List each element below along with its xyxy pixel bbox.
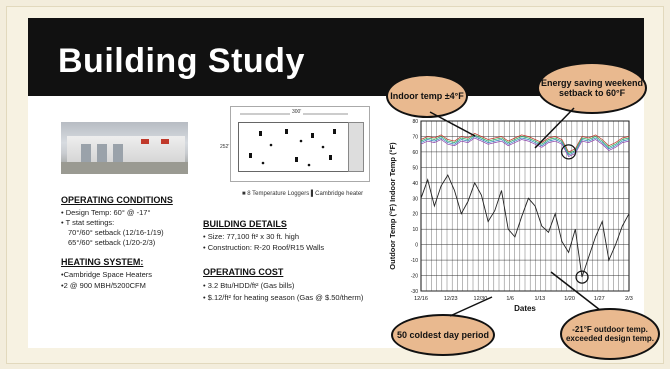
building-photo bbox=[61, 122, 188, 174]
floor-plan-building bbox=[238, 122, 350, 172]
x-tick-label: 1/20 bbox=[564, 296, 575, 302]
x-tick-label: 12/30 bbox=[474, 296, 488, 302]
width-label: 300' bbox=[290, 109, 304, 115]
heating-system-line: •Cambridge Space Heaters bbox=[61, 270, 153, 279]
logger-markers bbox=[249, 129, 336, 167]
series-line bbox=[420, 137, 630, 157]
x-tick-label: 1/27 bbox=[594, 296, 605, 302]
x-tick-label: 12/23 bbox=[444, 296, 458, 302]
x-tick-label: 1/13 bbox=[534, 296, 545, 302]
y-tick-label: 80 bbox=[412, 119, 418, 125]
slide-title: Building Study bbox=[58, 42, 305, 80]
sign-mark bbox=[161, 139, 169, 144]
building-door bbox=[113, 144, 123, 162]
y-tick-label: 40 bbox=[412, 181, 418, 187]
operating-conditions-line: • Design Temp: 60° @ -17° bbox=[61, 208, 151, 217]
building-details-line: • Size: 77,100 ft² x 30 ft. high bbox=[203, 232, 300, 241]
series-line bbox=[420, 134, 630, 154]
parking-lot bbox=[61, 162, 188, 174]
floor-plan-legend: ■ 8 Temperature Loggers ▌Cambridge heate… bbox=[242, 191, 364, 197]
floor-plan-annex bbox=[348, 122, 364, 172]
operating-cost-heading: OPERATING COST bbox=[203, 267, 284, 277]
x-tick-label: 1/6 bbox=[506, 296, 514, 302]
operating-cost-line: • $.12/ft² for heating season (Gas @ $.5… bbox=[203, 293, 364, 302]
y-tick-label: 20 bbox=[412, 212, 418, 218]
operating-conditions-line: • T stat settings: bbox=[61, 218, 115, 227]
callout-indoor-temp: Indoor temp ±4°F bbox=[386, 74, 468, 118]
operating-conditions-line: 65°/60° setback (1/20-2/3) bbox=[68, 238, 156, 247]
y-tick-label: -10 bbox=[411, 258, 418, 264]
y-tick-label: 10 bbox=[412, 227, 418, 233]
y-tick-label: -30 bbox=[411, 289, 418, 295]
y-tick-label: 0 bbox=[415, 243, 418, 249]
building-door bbox=[81, 144, 91, 162]
x-tick-label: 2/3 bbox=[625, 296, 633, 302]
series-line bbox=[420, 132, 630, 153]
y-tick-label: 70 bbox=[412, 134, 418, 140]
operating-conditions-heading: OPERATING CONDITIONS bbox=[61, 195, 173, 205]
y-tick-label: -20 bbox=[411, 274, 418, 280]
building-details-heading: BUILDING DETAILS bbox=[203, 219, 287, 229]
operating-conditions-line: 70°/60° setback (12/16-1/19) bbox=[68, 228, 164, 237]
series-line bbox=[420, 136, 630, 156]
heating-system-line: •2 @ 900 MBH/5200CFM bbox=[61, 281, 146, 290]
building-door bbox=[97, 144, 107, 162]
y-tick-label: 30 bbox=[412, 196, 418, 202]
callout-coldest-period: 50 coldest day period bbox=[391, 314, 495, 356]
depth-label: 252' bbox=[220, 144, 230, 150]
y-tick-label: 50 bbox=[412, 165, 418, 171]
building-details-line: • Construction: R-20 Roof/R15 Walls bbox=[203, 243, 325, 252]
y-axis-label: Outdoor Temp (°F) Indoor Temp (°F) bbox=[388, 142, 397, 270]
callout-setback: Energy saving weekend setback to 60°F bbox=[537, 62, 647, 114]
floor-plan-outline bbox=[230, 106, 370, 182]
operating-cost-line: • 3.2 Btu/HDD/ft² (Gas bills) bbox=[203, 281, 295, 290]
x-tick-label: 12/16 bbox=[414, 296, 428, 302]
x-axis-label: Dates bbox=[514, 304, 536, 313]
floor-plan: 300' 252' bbox=[220, 106, 370, 182]
y-tick-label: 60 bbox=[412, 150, 418, 156]
sign-mark bbox=[141, 139, 149, 144]
heating-system-heading: HEATING SYSTEM: bbox=[61, 257, 144, 267]
callout-outdoor-extreme: -21°F outdoor temp. exceeded design temp… bbox=[560, 308, 660, 360]
series-line bbox=[420, 174, 630, 278]
